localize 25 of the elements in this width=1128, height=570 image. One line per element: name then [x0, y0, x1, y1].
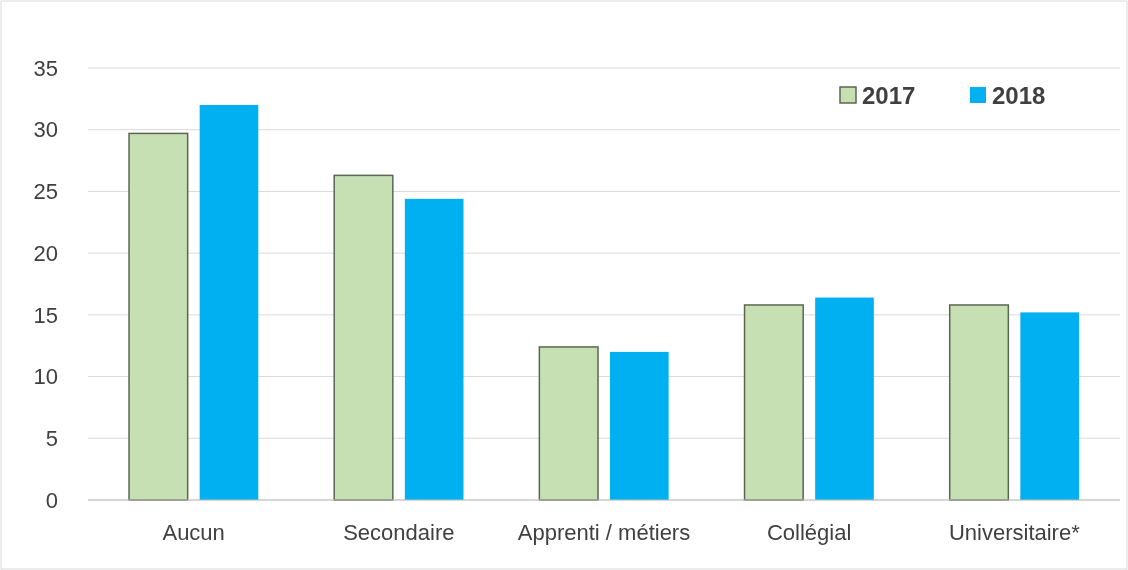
y-tick-label: 15 [33, 302, 58, 328]
bar [333, 174, 394, 501]
y-tick-label: 5 [45, 425, 58, 451]
bar [128, 132, 189, 501]
legend-label: 2018 [992, 82, 1046, 110]
y-tick-label: 25 [33, 179, 58, 205]
bar [948, 304, 1010, 501]
y-tick-label: 20 [33, 240, 58, 266]
bar [815, 297, 874, 500]
bar [538, 346, 599, 501]
x-tick-label: Universitaire* [948, 520, 1081, 545]
x-tick-label: Collégial [766, 520, 852, 545]
bar [610, 351, 669, 500]
y-tick-label: 10 [33, 364, 58, 390]
y-tick-label: 35 [33, 55, 58, 81]
x-tick-label: Secondaire [343, 520, 455, 545]
bar [1020, 312, 1079, 500]
y-tick-label: 0 [45, 487, 58, 513]
bar [743, 304, 804, 501]
x-tick-label: Aucun [162, 520, 225, 545]
bar [199, 105, 259, 500]
y-tick-label: 30 [33, 117, 58, 143]
legend-label: 2017 [862, 82, 916, 110]
x-tick-label: Apprenti / métiers [517, 520, 691, 545]
bar [404, 198, 464, 500]
